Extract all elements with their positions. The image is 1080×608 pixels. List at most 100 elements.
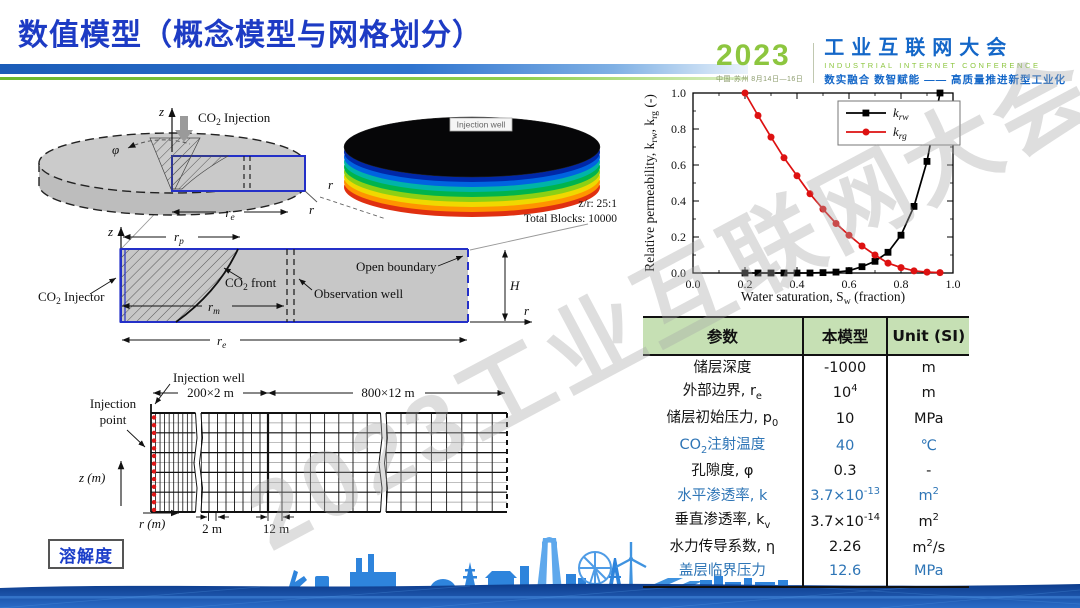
table-row: 垂直渗透率, kv 3.7×10-14 m2 (643, 508, 969, 536)
table-row: 储层初始压力, p0 10 MPa (643, 406, 969, 434)
co2-injector-label: CO2 Injector (38, 289, 105, 307)
param-table: 参数 本模型 Unit (SI) 储层深度 -1000 m 外部边界, re 104 m 储… (643, 316, 969, 589)
value-cell: 0.3 (801, 459, 888, 484)
value-cell: 2.26 (801, 535, 888, 560)
permeability-chart: 0.0 0.2 0.4 0.6 0.8 1.0 0.0 0.2 0.4 0.6 0.8 1.0 krw k… (640, 85, 1080, 320)
param-cell: 储层深度 (693, 359, 752, 376)
co2-injection-label: CO2 Injection (198, 110, 271, 128)
mesh-r-axis-label: r (328, 177, 334, 192)
value-cell: 104 (801, 379, 888, 407)
open-boundary-label: Open boundary (356, 259, 437, 274)
svg-text:0.2: 0.2 (738, 277, 753, 291)
solubility-tag: 溶解度 (48, 539, 124, 569)
x-axis-title: Water saturation, Sw (fraction) (741, 289, 905, 307)
grid-diagram: Injection well Injection point 200×2 m 8… (78, 370, 508, 536)
table-row: 外部边界, re 104 m (643, 379, 969, 407)
value-cell: 3.7×10-14 (801, 508, 888, 536)
z-axis-label: z (158, 104, 164, 119)
param-cell: 水平渗透率, k (677, 487, 768, 504)
unit-cell: MPa (886, 406, 969, 434)
grid-injection-well-label: Injection well (173, 370, 245, 385)
re-dim-label2: re (217, 333, 226, 351)
observation-well-label: Observation well (314, 286, 404, 301)
param-cell: 孔隙度, φ (691, 463, 754, 480)
col-header-unit: Unit (SI) (886, 316, 969, 356)
logo-year: 2023 (715, 39, 791, 72)
footer-mesh-lines (0, 583, 1080, 608)
r-axis-label: r (309, 202, 315, 217)
unit-cell: m (886, 379, 969, 407)
logo-divider (813, 42, 815, 83)
gate-of-orient (537, 537, 562, 590)
grid-mesh (151, 411, 508, 514)
col-header-model: 本模型 (801, 316, 888, 356)
y-axis-title: Relative permeability, krw, krg (-) (642, 94, 660, 272)
table-row: 盖层临界压力 12.6 MPa (643, 559, 969, 589)
svg-text:1.0: 1.0 (946, 277, 961, 291)
logo-name-cn: 工业互联网大会 (824, 37, 1014, 59)
wind-turbine (615, 542, 647, 590)
table-row: 水力传导系数, η 2.26 m2/s (643, 535, 969, 560)
value-cell: 3.7×10-13 (801, 483, 888, 509)
unit-cell: ℃ (886, 433, 969, 460)
svg-text:0.8: 0.8 (671, 122, 686, 136)
logo-slogan: 数实融合 数智赋能 —— 高质量推进新型工业化 (824, 74, 1066, 86)
legend-entry: krg (893, 124, 907, 142)
phi-arc (127, 139, 191, 149)
table-row: 储层深度 -1000 m (643, 355, 969, 380)
injection-point-label2: point (100, 412, 127, 427)
injection-points (151, 415, 157, 513)
mesh-disk-figure: Injection well z/r: 25:1 Total Blocks: 1… (320, 116, 617, 225)
re-dim-label: re (225, 205, 234, 223)
section-z-label: z (107, 224, 113, 239)
total-blocks-label: Total Blocks: 10000 (524, 213, 617, 225)
cross-section-diagram: z rp rm re CO2 Injector CO2 front Observ… (38, 224, 532, 351)
logo-venue: 中国·苏州 8月14日—16日 (715, 76, 804, 83)
table-row: 孔隙度, φ 0.3- (643, 459, 969, 484)
value-cell: 40 (801, 433, 888, 460)
co2-front-label: CO2 front (225, 275, 277, 293)
co2-front-curve (175, 248, 239, 323)
param-cell: 外部边界, re (682, 383, 762, 403)
permeability-chart-svg: 0.0 0.2 0.4 0.6 0.8 1.0 0.0 0.2 0.4 0.6 0.8 1.0 krwk… (642, 86, 961, 307)
unit-cell: m2 (886, 483, 969, 509)
rp-dim-label: rp (174, 229, 184, 247)
grid-z-axis-label: z (m) (78, 470, 105, 485)
grid-r-axis-label: r (m) (139, 516, 165, 531)
skyline-footer (0, 537, 1080, 608)
injection-point-label1: Injection (90, 396, 137, 411)
value-cell: 12.6 (801, 559, 888, 589)
co2-plume-region (122, 250, 237, 321)
param-cell: 储层初始压力, p0 (666, 410, 779, 429)
logo-name-en: INDUSTRIAL INTERNET CONFERENCE (824, 61, 1041, 70)
svg-text:1.0: 1.0 (671, 86, 686, 100)
unit-cell: m (886, 355, 969, 380)
svg-text:0.6: 0.6 (671, 158, 686, 172)
unit-cell: m2/s (886, 535, 969, 560)
dim-200x2-label: 200×2 m (187, 385, 234, 400)
param-cell: CO2注射温度 (679, 436, 766, 456)
unit-cell: m2 (886, 508, 969, 536)
svg-text:0.8: 0.8 (894, 277, 909, 291)
unit-cell: MPa (886, 559, 969, 589)
header-green-line (0, 77, 748, 80)
unit-cell: - (886, 459, 969, 484)
table-row: CO2注射温度 40 ℃ (643, 433, 969, 460)
cell-2m-label: 2 m (202, 521, 222, 536)
conference-logo: 2023 中国·苏州 8月14日—16日 工业互联网大会 INDUSTRIAL … (716, 38, 1066, 87)
h-dim-label: H (509, 278, 520, 293)
page-title: 数值模型（概念模型与网格划分） (18, 19, 483, 52)
col-header-param: 参数 (643, 316, 803, 356)
section-r-label: r (524, 303, 530, 318)
legend-entry: krw (893, 105, 909, 123)
value-cell: -1000 (801, 355, 888, 380)
phi-label: φ (112, 142, 119, 157)
svg-text:0.2: 0.2 (671, 230, 686, 244)
dim-800x12-label: 800×12 m (361, 385, 414, 400)
table-row: 水平渗透率, k 3.7×10-13 m2 (643, 483, 969, 509)
svg-text:0.4: 0.4 (671, 194, 686, 208)
svg-text:0.4: 0.4 (790, 277, 805, 291)
cell-12m-label: 12 m (263, 521, 289, 536)
